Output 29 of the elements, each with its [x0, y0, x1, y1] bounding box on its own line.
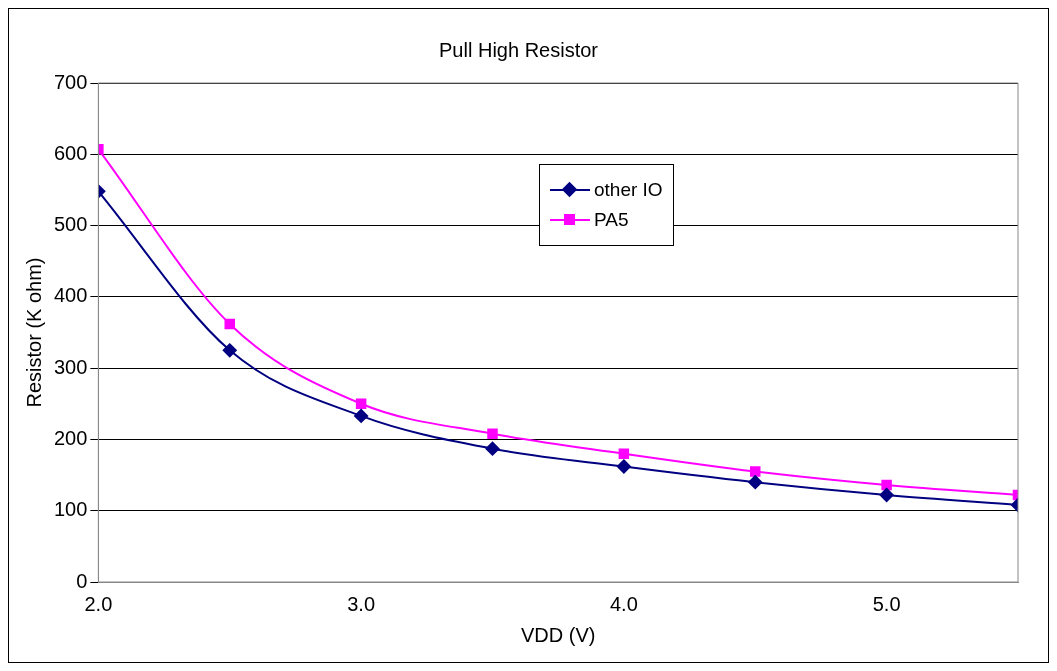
- point: [618, 448, 630, 459]
- point: [879, 488, 894, 503]
- y-tick-label: 200: [53, 426, 88, 449]
- point: [485, 441, 500, 456]
- point: [748, 475, 763, 490]
- y-tick-label: 300: [53, 355, 88, 378]
- y-tick-label: 700: [53, 70, 88, 93]
- point: [616, 459, 631, 474]
- point: [354, 408, 369, 423]
- y-tick-label: 100: [53, 498, 88, 521]
- y-axis-title: Resistor (K ohm): [22, 257, 45, 408]
- point: [222, 343, 237, 358]
- y-tick-label: 400: [53, 284, 88, 307]
- x-tick-label: 3.0: [347, 592, 376, 615]
- x-tick-label: 4.0: [609, 592, 638, 615]
- x-tick-label: 2.0: [84, 592, 113, 615]
- x-axis-title: VDD (V): [520, 623, 596, 646]
- legend-label: other IO: [594, 179, 663, 201]
- y-tick-label: 600: [53, 141, 88, 164]
- legend-label: PA5: [594, 209, 629, 231]
- y-tick-label: 0: [76, 569, 88, 592]
- x-tick-label: 5.0: [872, 592, 901, 615]
- y-tick-label: 500: [53, 213, 88, 236]
- point: [487, 428, 498, 439]
- point: [750, 466, 761, 477]
- point: [355, 398, 367, 410]
- point: [881, 479, 892, 491]
- point: [224, 318, 235, 330]
- chart-title: Pull High Resistor: [439, 38, 599, 61]
